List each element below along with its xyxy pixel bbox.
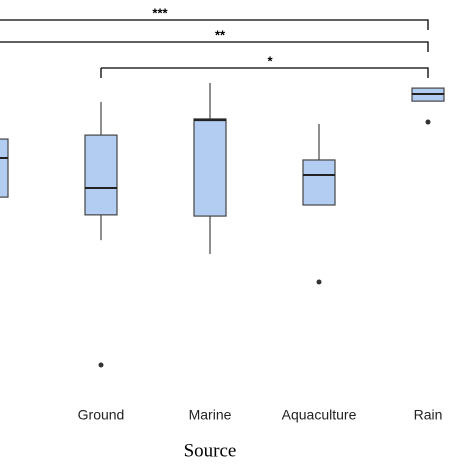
x-tick-label: Marine — [189, 407, 232, 423]
x-tick-label: Rain — [414, 407, 443, 423]
significance-bracket — [100, 67, 429, 78]
outlier — [98, 362, 104, 368]
outlier — [425, 119, 431, 125]
box — [302, 159, 336, 206]
significance-bracket — [0, 19, 429, 30]
significance-label: *** — [152, 5, 168, 20]
significance-bracket — [0, 41, 429, 52]
significance-label: * — [267, 53, 273, 68]
box — [0, 138, 9, 198]
x-axis-label: Source — [184, 440, 237, 461]
x-tick-label: Aquaculture — [282, 407, 357, 423]
significance-label: ** — [215, 27, 226, 42]
x-tick-label: Ground — [78, 407, 125, 423]
box — [84, 134, 118, 216]
box — [193, 118, 227, 217]
outlier — [316, 279, 322, 285]
